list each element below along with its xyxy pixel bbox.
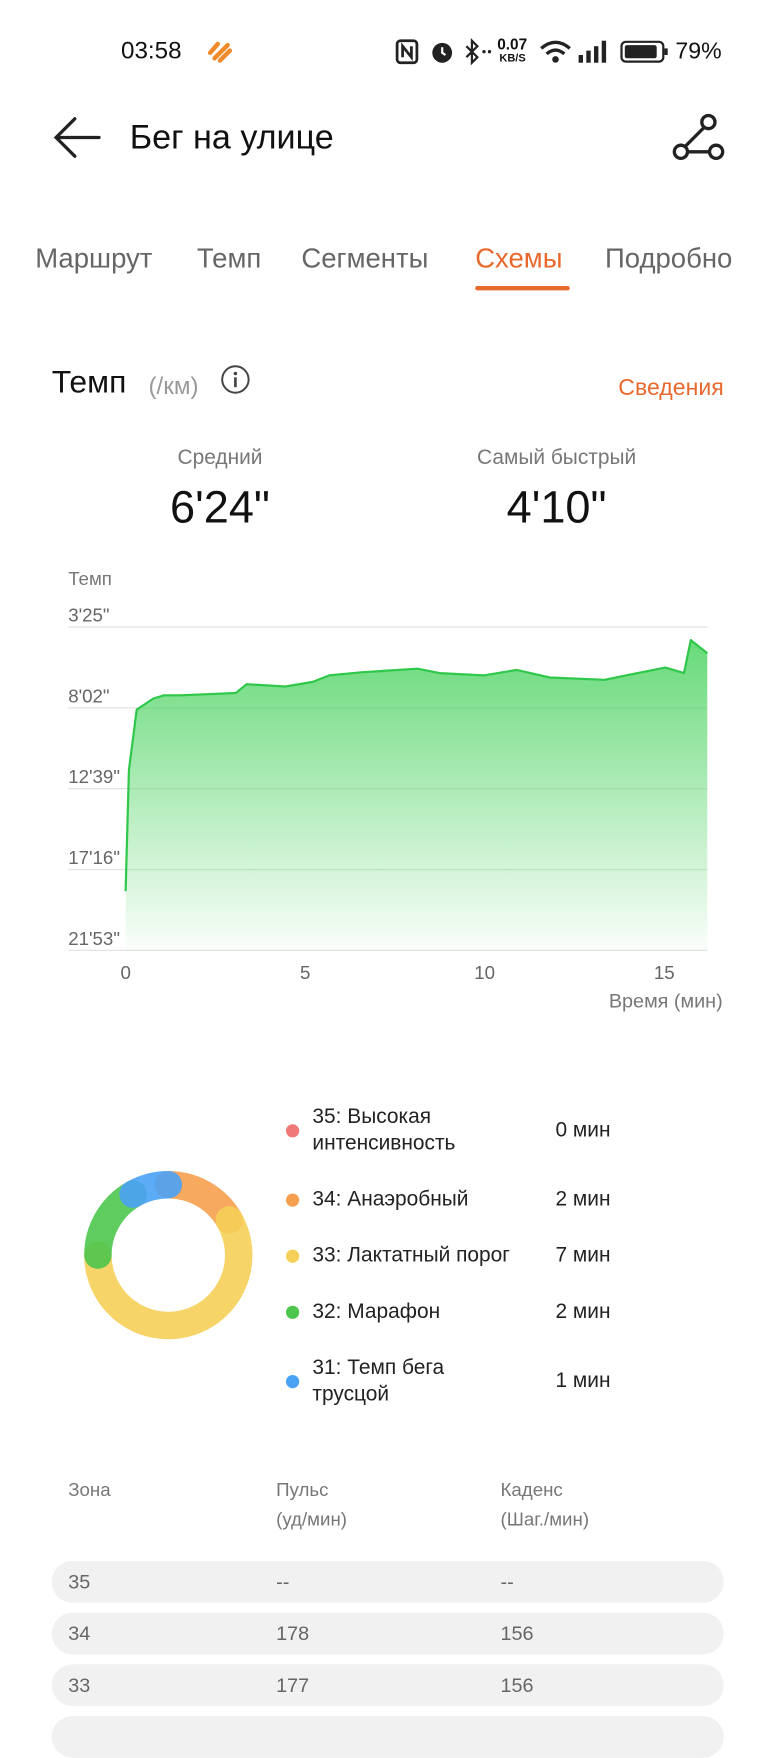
battery-level: 79% bbox=[675, 38, 722, 64]
route-share-button[interactable] bbox=[671, 112, 726, 163]
table-row bbox=[51, 1612, 724, 1655]
tab[interactable]: Сегменты bbox=[301, 243, 429, 274]
legend-dot bbox=[286, 1193, 300, 1207]
network-unit: KB/S bbox=[499, 52, 526, 65]
table-row bbox=[51, 1716, 724, 1758]
legend-value: 2 мин bbox=[555, 1188, 611, 1212]
y-tick-label: 3'25" bbox=[68, 605, 109, 626]
y-tick-label: 17'16" bbox=[68, 847, 120, 868]
y-tick-label: 8'02" bbox=[68, 685, 109, 706]
table-header: Каденс (Шаг./мин) bbox=[500, 1479, 590, 1531]
table-cell: -- bbox=[276, 1570, 290, 1593]
table-cell: 33 bbox=[68, 1674, 91, 1697]
legend-label: 31: Темп бега трусцой bbox=[312, 1356, 445, 1406]
zone-donut bbox=[84, 1170, 253, 1340]
legend-label: 33: Лактатный порог bbox=[312, 1244, 510, 1268]
tab[interactable]: Маршрут bbox=[35, 243, 153, 274]
section-unit: (/км) bbox=[148, 371, 199, 400]
table-cell: 34 bbox=[68, 1622, 91, 1645]
legend-value: 2 мин bbox=[555, 1300, 611, 1324]
tab-indicator bbox=[475, 286, 570, 291]
legend-label: 32: Марафон bbox=[312, 1300, 441, 1324]
page-title: Бег на улице bbox=[129, 117, 334, 157]
app-icon bbox=[207, 41, 233, 63]
x-tick-label: 5 bbox=[300, 962, 310, 983]
table-row bbox=[51, 1664, 724, 1707]
status-icons bbox=[395, 38, 492, 66]
average-label: Средний bbox=[177, 446, 263, 470]
table-row bbox=[51, 1560, 724, 1603]
pace-chart: Темп Время (мин) 3'25" 8'02" 12'39" 17'16" 2… bbox=[68, 568, 723, 1013]
table-cell: 35 bbox=[68, 1570, 91, 1593]
fastest-value: 4'10" bbox=[506, 481, 607, 533]
legend-value: 1 мин bbox=[555, 1369, 611, 1393]
table-cell: 177 bbox=[276, 1674, 310, 1697]
x-tick-label: 10 bbox=[474, 962, 495, 983]
legend-dot bbox=[286, 1375, 300, 1389]
tab[interactable]: Темп bbox=[196, 243, 262, 274]
area bbox=[125, 640, 708, 951]
back-button[interactable] bbox=[51, 114, 104, 160]
table-cell: -- bbox=[500, 1570, 514, 1593]
signal-icons bbox=[540, 40, 668, 63]
fastest-label: Самый быстрый bbox=[477, 446, 637, 470]
donut-segment bbox=[119, 1170, 183, 1208]
status-time: 03:58 bbox=[121, 36, 182, 64]
tab-active[interactable]: Схемы bbox=[475, 243, 563, 274]
legend-dot bbox=[286, 1124, 300, 1138]
line bbox=[124, 638, 708, 892]
legend-dot bbox=[286, 1249, 300, 1263]
x-tick-label: 15 bbox=[654, 962, 675, 983]
table-header: Пульс (уд/мин) bbox=[276, 1479, 348, 1531]
legend-dot bbox=[286, 1305, 300, 1319]
x-axis-title: Время (мин) bbox=[609, 991, 723, 1013]
table-cell: 156 bbox=[500, 1674, 534, 1697]
legend-value: 7 мин bbox=[555, 1244, 611, 1268]
legend-label: 35: Высокая интенсивность bbox=[312, 1105, 456, 1156]
legend-value: 0 мин bbox=[555, 1118, 611, 1142]
section-title: Темп bbox=[51, 365, 127, 401]
table-cell: 156 bbox=[500, 1622, 534, 1645]
legend-label: 34: Анаэробный bbox=[312, 1188, 469, 1212]
network-speed: 0.07 bbox=[497, 35, 528, 53]
tab[interactable]: Подробно bbox=[605, 243, 733, 274]
donut-segment bbox=[84, 1206, 253, 1340]
table-header: Зона bbox=[68, 1479, 111, 1501]
average-value: 6'24" bbox=[170, 481, 270, 533]
details-link[interactable]: Сведения bbox=[618, 375, 724, 401]
info-button[interactable] bbox=[220, 364, 251, 395]
y-tick-label: 21'53" bbox=[68, 928, 120, 949]
x-tick-label: 0 bbox=[120, 962, 130, 983]
y-axis-title: Темп bbox=[68, 568, 112, 589]
y-tick-label: 12'39" bbox=[68, 766, 120, 787]
table-cell: 178 bbox=[276, 1622, 310, 1645]
